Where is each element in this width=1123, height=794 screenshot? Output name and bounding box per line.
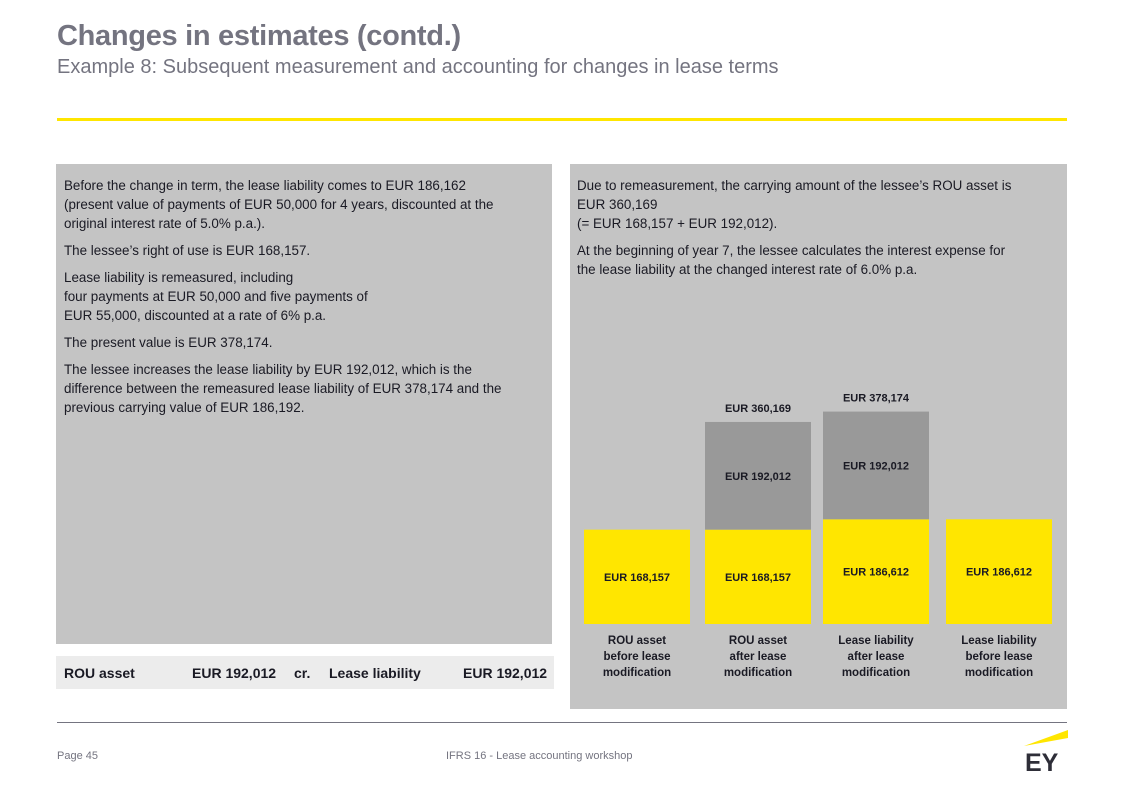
category-label: modification bbox=[724, 667, 792, 679]
debit-amount: EUR 192,012 bbox=[192, 665, 277, 681]
bar-segment bbox=[705, 529, 811, 624]
left-paragraph: The present value is EUR 378,174. bbox=[64, 333, 544, 352]
category-label: modification bbox=[965, 667, 1033, 679]
right-line: Due to remeasurement, the carrying amoun… bbox=[577, 178, 1012, 193]
bar-segment bbox=[946, 519, 1052, 624]
right-text-body: Due to remeasurement, the carrying amoun… bbox=[570, 164, 1067, 279]
footer-divider bbox=[57, 722, 1067, 723]
data-label: EUR 186,612 bbox=[843, 567, 909, 579]
title-divider bbox=[57, 118, 1067, 121]
data-label: EUR 192,012 bbox=[725, 471, 791, 483]
category-label: after lease bbox=[730, 651, 787, 663]
right-line: the lease liability at the changed inter… bbox=[577, 262, 918, 277]
left-line: Before the change in term, the lease lia… bbox=[64, 178, 466, 193]
left-paragraph: Lease liability is remeasured, including… bbox=[64, 268, 544, 325]
left-text-body: Before the change in term, the lease lia… bbox=[56, 164, 552, 417]
data-label: EUR 168,157 bbox=[725, 572, 791, 584]
left-line: difference between the remeasured lease … bbox=[64, 381, 502, 396]
bar-segment bbox=[705, 421, 811, 530]
left-line: EUR 55,000, discounted at a rate of 6% p… bbox=[64, 308, 327, 323]
credit-amount: EUR 192,012 bbox=[463, 665, 548, 681]
data-label: EUR 168,157 bbox=[604, 572, 670, 584]
right-line: EUR 360,169 bbox=[577, 197, 658, 212]
category-label: ROU asset bbox=[729, 635, 787, 647]
ey-logo: EY bbox=[1024, 730, 1068, 776]
left-paragraph: The lessee’s right of use is EUR 168,157… bbox=[64, 241, 544, 260]
page-number: Page 45 bbox=[57, 750, 98, 762]
left-line: previous carrying value of EUR 186,192. bbox=[64, 400, 305, 415]
category-label: Lease liability bbox=[961, 635, 1037, 647]
left-line: The lessee’s right of use is EUR 168,157… bbox=[64, 243, 311, 258]
debit-account: ROU asset bbox=[64, 665, 135, 681]
category-label: before lease bbox=[603, 651, 670, 663]
data-label: EUR 186,612 bbox=[966, 567, 1032, 579]
left-line: four payments at EUR 50,000 and five pay… bbox=[64, 289, 368, 304]
footer-caption: IFRS 16 - Lease accounting workshop bbox=[446, 750, 633, 762]
category-label: before lease bbox=[965, 651, 1032, 663]
page-title: Changes in estimates (contd.) bbox=[57, 20, 461, 52]
left-line: The lessee increases the lease liability… bbox=[64, 362, 472, 377]
ey-logo-text: EY bbox=[1025, 749, 1059, 776]
right-line: (= EUR 168,157 + EUR 192,012). bbox=[577, 216, 778, 231]
page-subtitle: Example 8: Subsequent measurement and ac… bbox=[57, 56, 779, 78]
category-label: modification bbox=[603, 667, 671, 679]
bar-segment bbox=[823, 519, 929, 624]
left-text-panel: Before the change in term, the lease lia… bbox=[56, 164, 552, 644]
bar-segment bbox=[584, 529, 690, 624]
journal-entry: ROU asset EUR 192,012 cr. Lease liabilit… bbox=[56, 656, 554, 689]
left-line: Lease liability is remeasured, including bbox=[64, 270, 294, 285]
right-paragraph: At the beginning of year 7, the lessee c… bbox=[577, 241, 1059, 279]
data-label: EUR 192,012 bbox=[843, 460, 909, 472]
right-line: At the beginning of year 7, the lessee c… bbox=[577, 243, 1006, 258]
category-label: ROU asset bbox=[608, 635, 666, 647]
left-line: original interest rate of 5.0% p.a.). bbox=[64, 216, 265, 231]
category-label: Lease liability bbox=[838, 635, 914, 647]
total-label: EUR 360,169 bbox=[725, 403, 791, 415]
left-paragraph: Before the change in term, the lease lia… bbox=[64, 176, 544, 233]
ey-logo-beam bbox=[1024, 730, 1068, 746]
category-label: after lease bbox=[848, 651, 905, 663]
category-label: modification bbox=[842, 667, 910, 679]
credit-marker: cr. bbox=[294, 665, 311, 681]
left-line: The present value is EUR 378,174. bbox=[64, 335, 273, 350]
total-label: EUR 378,174 bbox=[843, 393, 910, 405]
left-line: (present value of payments of EUR 50,000… bbox=[64, 197, 494, 212]
right-paragraph: Due to remeasurement, the carrying amoun… bbox=[577, 176, 1059, 233]
stacked-bar-chart: EUR 168,157 ROU asset before lease modifica… bbox=[584, 393, 1052, 679]
bar-segment bbox=[823, 411, 929, 520]
right-chart-panel: Due to remeasurement, the carrying amoun… bbox=[570, 164, 1067, 709]
credit-account: Lease liability bbox=[329, 665, 421, 681]
left-paragraph: The lessee increases the lease liability… bbox=[64, 360, 544, 417]
